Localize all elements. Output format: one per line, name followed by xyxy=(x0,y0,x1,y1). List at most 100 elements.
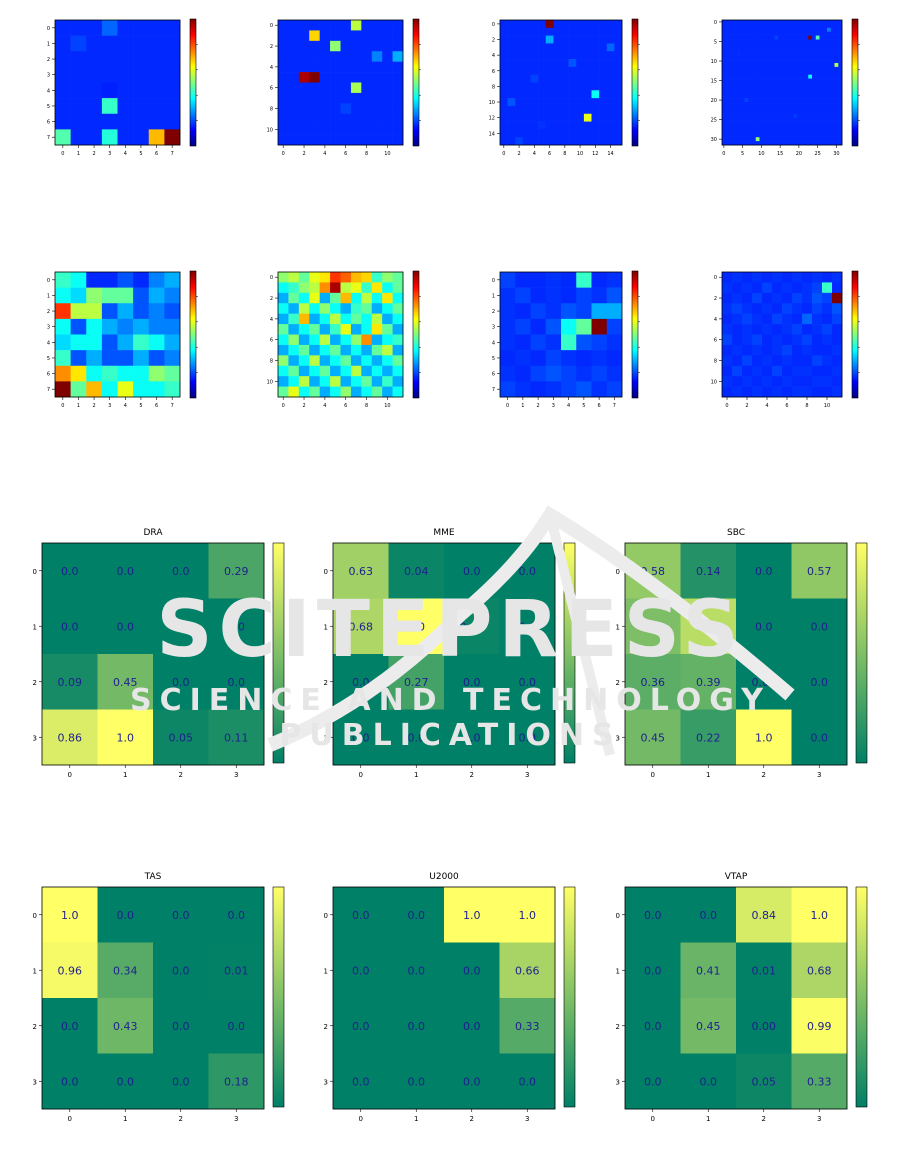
x-tick-label: 6 xyxy=(344,151,347,157)
heatmap-cell xyxy=(762,376,773,387)
heatmap-cell xyxy=(763,105,768,111)
heatmap-cell xyxy=(834,141,839,146)
heatmap-cell xyxy=(599,137,608,146)
y-tick-label: 4 xyxy=(492,340,495,346)
heatmap-cell xyxy=(778,78,783,83)
heatmap-cell xyxy=(785,113,790,118)
heatmap-cell xyxy=(815,47,820,52)
heatmap-cell xyxy=(500,20,508,29)
heatmap-cell xyxy=(722,324,733,335)
heatmap-cell xyxy=(361,30,373,42)
heatmap-cell xyxy=(614,66,623,75)
heatmap-cell xyxy=(382,386,393,398)
y-tick-label: 0 xyxy=(492,22,495,28)
y-tick-label: 8 xyxy=(270,107,273,113)
cell-value-label: 0.39 xyxy=(696,676,721,689)
heatmap-cell xyxy=(319,313,331,325)
heatmap-cell xyxy=(70,318,87,335)
heatmap-cell xyxy=(812,125,817,130)
cell-value-label: 0.0 xyxy=(61,1075,79,1088)
heatmap-cell xyxy=(553,113,562,122)
cell-value-label: 1.0 xyxy=(755,731,773,744)
cell-value-label: 0.01 xyxy=(224,964,249,977)
heatmap-cell xyxy=(737,129,742,134)
colorbar xyxy=(631,270,639,399)
heatmap-cell xyxy=(545,350,562,367)
heatmap-cell xyxy=(86,66,103,83)
heatmap-cell xyxy=(791,998,848,1054)
x-tick-label: 4 xyxy=(567,403,570,409)
heatmap-cell xyxy=(148,318,165,335)
cell-value-label: 0.00 xyxy=(752,676,777,689)
y-tick-label: 25 xyxy=(711,118,717,124)
heatmap-cell xyxy=(819,90,824,95)
heatmap-cell xyxy=(309,334,320,346)
heatmap-cell xyxy=(804,27,809,33)
heatmap-cell xyxy=(722,78,727,83)
heatmap-cell xyxy=(350,134,362,146)
heatmap-cell xyxy=(208,598,265,655)
heatmap-cell xyxy=(86,303,103,320)
heatmap-cell xyxy=(583,66,592,75)
heatmap-cell xyxy=(722,66,727,72)
cell-value-label: 0.0 xyxy=(172,565,190,578)
heatmap-cell xyxy=(737,102,742,107)
heatmap-cell xyxy=(340,272,352,283)
heatmap-cell xyxy=(614,20,623,29)
y-tick-label: 6 xyxy=(492,69,495,75)
heatmap-cell xyxy=(759,125,764,130)
plot-frame xyxy=(277,271,404,398)
y-tick-label: 1 xyxy=(47,41,50,47)
heatmap-cell xyxy=(782,113,787,118)
heatmap-cell xyxy=(808,51,813,56)
heatmap-cell xyxy=(759,78,764,83)
heatmap-cell xyxy=(763,55,768,60)
heatmap-cell xyxy=(815,141,820,146)
heatmap-cell xyxy=(772,355,783,367)
heatmap-cell xyxy=(599,59,608,68)
heatmap-cell xyxy=(812,386,823,398)
heatmap-cell xyxy=(742,376,753,387)
heatmap-cell xyxy=(382,313,393,325)
heatmap-cell xyxy=(583,43,592,52)
cell-value-label: 0.0 xyxy=(352,676,370,689)
cell-value-label: 0.33 xyxy=(807,1075,832,1088)
heatmap-cell xyxy=(752,43,757,48)
heatmap-cell xyxy=(812,39,817,44)
heatmap-cell xyxy=(792,292,803,304)
heatmap-cell xyxy=(42,998,98,1054)
heatmap-cell xyxy=(752,386,763,398)
heatmap-cell xyxy=(606,365,623,382)
heatmap-cell xyxy=(340,282,352,294)
heatmap-cell xyxy=(812,59,817,64)
x-tick-label: 1 xyxy=(123,1115,127,1123)
heatmap-cell xyxy=(800,137,805,142)
heatmap-cell xyxy=(800,47,805,52)
heatmap-cell xyxy=(42,654,98,710)
heatmap-cell xyxy=(804,129,809,134)
heatmap-cell xyxy=(767,125,772,130)
heatmap-cell xyxy=(298,272,310,283)
heatmap-cell xyxy=(789,70,794,75)
cell-value-label: 0.66 xyxy=(515,964,540,977)
heatmap-cell xyxy=(737,125,742,130)
heatmap-cell xyxy=(792,282,803,294)
heatmap-cell xyxy=(808,70,813,75)
heatmap-cell xyxy=(278,124,289,135)
heatmap-cell xyxy=(733,35,738,40)
heatmap-cell xyxy=(823,105,828,111)
colorbar xyxy=(412,270,420,399)
heatmap-cell xyxy=(576,35,585,44)
cell-value-label: 0.0 xyxy=(352,964,370,977)
cell-value-label: 1.0 xyxy=(519,909,537,922)
heatmap-cell xyxy=(725,137,730,142)
heatmap-cell xyxy=(538,20,547,29)
heatmap-cell xyxy=(827,70,832,75)
heatmap-cell xyxy=(392,30,404,42)
heatmap-cell xyxy=(827,82,832,87)
heatmap-cell xyxy=(774,39,779,44)
heatmap-cell xyxy=(744,102,749,107)
heatmap-cell xyxy=(740,98,745,103)
x-tick-label: 5 xyxy=(139,403,142,409)
heatmap-cell xyxy=(583,113,592,122)
